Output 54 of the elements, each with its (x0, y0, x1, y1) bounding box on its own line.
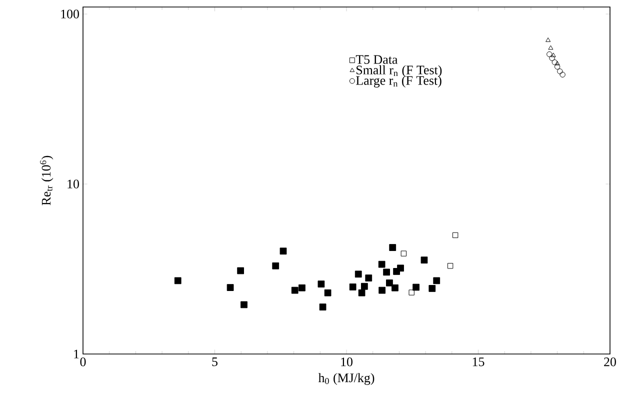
x-tick-label: 15 (472, 358, 484, 366)
point (272, 262, 280, 270)
point (174, 277, 182, 284)
point (408, 290, 414, 296)
legend-label: Large r$_{n}$ (F Test) (356, 76, 442, 88)
point (554, 60, 560, 66)
point (383, 268, 390, 276)
point (546, 38, 551, 42)
point (378, 286, 386, 294)
point (428, 285, 436, 292)
point (397, 264, 404, 272)
point (378, 260, 386, 268)
point (354, 270, 362, 278)
point (550, 52, 556, 58)
point (386, 279, 393, 286)
point (420, 256, 428, 264)
y-axis-title: Re$_{tr}$ (10$^{6}$) (40, 156, 54, 206)
point (552, 59, 558, 66)
point (360, 282, 368, 290)
x-axis-title: h$_{0}$ (MJ/kg) (318, 373, 374, 385)
x-tick-label: 20 (604, 358, 616, 366)
point (548, 45, 554, 50)
point (412, 284, 420, 291)
point (237, 267, 244, 274)
point (280, 248, 287, 255)
x-tick-label: 10 (341, 358, 352, 366)
point (433, 277, 440, 284)
point (365, 274, 372, 282)
point (318, 280, 325, 288)
x-tick-label: 0 (80, 358, 86, 366)
point (557, 68, 563, 74)
point (240, 301, 248, 308)
point (389, 244, 396, 251)
point (546, 51, 552, 58)
point (392, 284, 398, 292)
point (358, 289, 366, 296)
point (319, 304, 326, 310)
point (554, 64, 560, 70)
y-tick-label: 10 (68, 180, 79, 188)
point (447, 263, 454, 269)
point (400, 250, 407, 256)
point (452, 232, 458, 238)
point (560, 72, 566, 78)
point (291, 286, 298, 294)
point (298, 284, 306, 292)
y-tick-label: 1 (74, 350, 79, 358)
point (324, 289, 332, 296)
point (349, 284, 356, 290)
point (549, 55, 555, 62)
x-tick-label: 5 (212, 358, 218, 366)
legend-label: T5 Data (356, 55, 398, 64)
y-tick-label: 100 (61, 10, 79, 18)
legend-label: Small r$_{n}$ (F Test) (356, 65, 442, 78)
point (226, 284, 234, 291)
